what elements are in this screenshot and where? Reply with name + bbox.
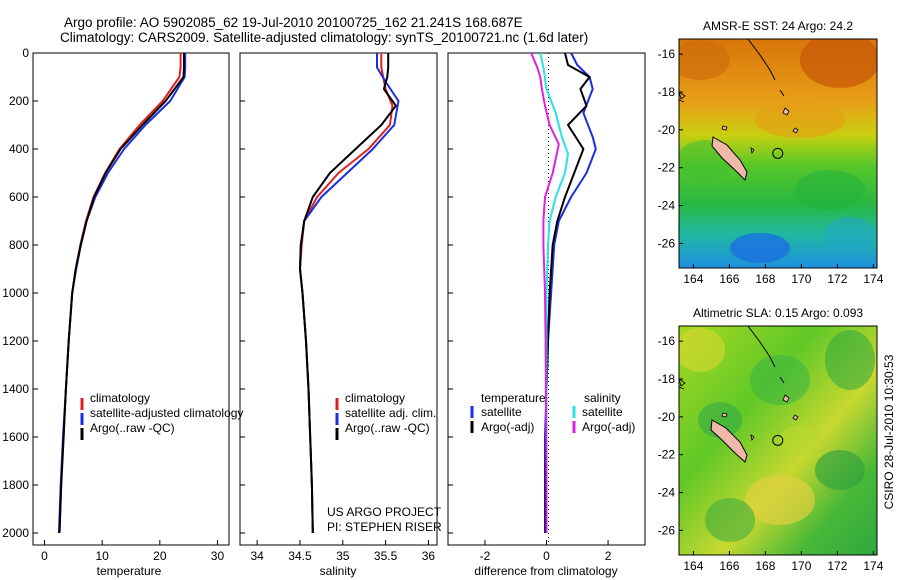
map-y-tick-label: -24 bbox=[658, 486, 676, 500]
sla-map-panel: Altimetric SLA: 0.15 Argo: 0.093 164 166 1… bbox=[658, 306, 884, 573]
legend-label-climatology: climatology bbox=[345, 391, 405, 405]
y-tick-label: 2000 bbox=[2, 526, 29, 540]
x-tick-label: 20 bbox=[153, 549, 167, 563]
salinity-axes-frame bbox=[239, 52, 438, 546]
temperature-panel: 0 10 20 30 0 200 400 600 800 1000 1200 1400 1600 1800… bbox=[2, 46, 243, 578]
header-line-2: Climatology: CARS2009. Satellite-adjuste… bbox=[60, 30, 588, 45]
map-y-tick-label: -26 bbox=[658, 523, 676, 537]
series-line-climatology bbox=[58, 53, 182, 534]
map-x-tick-label: 174 bbox=[863, 559, 883, 573]
difference-xlabel: difference from climatology bbox=[474, 564, 617, 578]
y-tick-label: 1000 bbox=[2, 286, 29, 300]
map-y-tick-label: -22 bbox=[658, 448, 676, 462]
map-x-tick-label: 166 bbox=[719, 272, 739, 286]
series-line-argo-raw-qc bbox=[58, 53, 185, 534]
salinity-legend: climatology satellite adj. clim. Argo(..… bbox=[335, 391, 436, 440]
csiro-timestamp-label: CSIRO 28-Jul-2010 10:30:53 bbox=[882, 354, 896, 509]
series-line-climatology bbox=[299, 53, 394, 534]
y-tick-label: 400 bbox=[9, 142, 29, 156]
sst-field bbox=[679, 39, 877, 268]
x-tick-label: 0 bbox=[41, 549, 48, 563]
sla-map-title: Altimetric SLA: 0.15 Argo: 0.093 bbox=[693, 306, 863, 320]
series-line-temperature-satellite bbox=[544, 52, 597, 533]
sst-coastlines bbox=[678, 38, 799, 181]
temperature-xlabel: temperature bbox=[97, 564, 162, 578]
map-x-tick-label: 164 bbox=[683, 559, 703, 573]
x-tick-label: 0 bbox=[543, 549, 550, 563]
salinity-panel: 34 34.5 35 35.5 36 salinity climatology sate… bbox=[239, 52, 442, 578]
map-y-tick-label: -22 bbox=[658, 161, 676, 175]
map-y-tick-label: -18 bbox=[658, 85, 676, 99]
temperature-axes-frame bbox=[32, 52, 230, 546]
map-y-tick-label: -16 bbox=[658, 334, 676, 348]
legend-label-sal-satellite: satellite bbox=[582, 405, 623, 419]
y-tick-label: 1200 bbox=[2, 334, 29, 348]
salinity-xlabel: salinity bbox=[320, 564, 357, 578]
y-tick-label: 1800 bbox=[2, 478, 29, 492]
map-x-tick-label: 170 bbox=[791, 272, 811, 286]
legend-label-satellite-adjusted: satellite-adjusted climatology bbox=[90, 406, 243, 420]
argo-position-marker bbox=[772, 434, 784, 446]
map-x-tick-label: 166 bbox=[719, 559, 739, 573]
x-tick-label: 34 bbox=[250, 549, 264, 563]
series-line-argo-raw-qc bbox=[299, 53, 397, 534]
map-x-tick-label: 172 bbox=[827, 272, 847, 286]
map-y-tick-label: -26 bbox=[658, 236, 676, 250]
sla-field bbox=[679, 326, 877, 555]
sst-map-title: AMSR-E SST: 24 Argo: 24.2 bbox=[703, 19, 853, 33]
difference-legend: temperature salinity satellite Argo(-adj… bbox=[470, 391, 635, 434]
map-y-tick-label: -16 bbox=[658, 47, 676, 61]
map-y-tick-label: -18 bbox=[658, 372, 676, 386]
x-tick-label: 30 bbox=[211, 549, 225, 563]
argo-position-marker bbox=[772, 147, 784, 159]
map-x-tick-label: 168 bbox=[755, 272, 775, 286]
legend-label-climatology: climatology bbox=[90, 391, 150, 405]
y-tick-label: 800 bbox=[9, 238, 29, 252]
legend-label-temp-argo: Argo(-adj) bbox=[481, 420, 534, 434]
series-line-salinity-argo-adj bbox=[530, 52, 560, 533]
legend-label-satellite-adj: satellite adj. clim. bbox=[345, 406, 436, 420]
x-tick-label: 35 bbox=[336, 549, 350, 563]
legend-label-argo: Argo(..raw -QC) bbox=[345, 421, 430, 435]
legend-label-argo: Argo(..raw -QC) bbox=[90, 421, 175, 435]
y-tick-label: 0 bbox=[22, 46, 29, 60]
series-line-satellite-adj-clim bbox=[299, 53, 400, 534]
y-tick-label: 1600 bbox=[2, 430, 29, 444]
project-annotation: US ARGO PROJECT bbox=[327, 505, 442, 519]
pi-annotation: PI: STEPHEN RISER bbox=[327, 520, 442, 534]
map-y-tick-label: -20 bbox=[658, 123, 676, 137]
legend-header-salinity: salinity bbox=[584, 391, 621, 405]
map-y-tick-label: -24 bbox=[658, 199, 676, 213]
map-x-tick-label: 174 bbox=[863, 272, 883, 286]
series-line-satellite-adjusted-climatology bbox=[57, 53, 187, 534]
y-tick-label: 200 bbox=[9, 94, 29, 108]
map-x-tick-label: 172 bbox=[827, 559, 847, 573]
y-tick-label: 1400 bbox=[2, 382, 29, 396]
sla-map-frame bbox=[678, 325, 878, 556]
x-tick-label: 10 bbox=[95, 549, 109, 563]
header-line-1: Argo profile: AO 5902085_62 19-Jul-2010 … bbox=[64, 15, 523, 30]
temperature-legend: climatology satellite-adjusted climatolo… bbox=[80, 391, 243, 440]
difference-panel: -2 0 2 difference from climatology tempera… bbox=[447, 52, 646, 578]
legend-header-temperature: temperature bbox=[481, 391, 546, 405]
sla-coastlines bbox=[678, 325, 799, 463]
legend-label-sal-argo: Argo(-adj) bbox=[582, 420, 635, 434]
x-tick-label: 34.5 bbox=[288, 549, 312, 563]
legend-label-temp-satellite: satellite bbox=[481, 405, 522, 419]
series-line-temperature-argo-adj bbox=[544, 52, 591, 533]
x-tick-label: 35.5 bbox=[374, 549, 398, 563]
sst-map-frame bbox=[678, 38, 878, 269]
sst-map-panel: AMSR-E SST: 24 Argo: 24.2 164 166 168 170 17… bbox=[658, 19, 884, 286]
x-tick-label: 2 bbox=[605, 549, 612, 563]
x-tick-label: -2 bbox=[480, 549, 491, 563]
x-tick-label: 36 bbox=[422, 549, 436, 563]
y-tick-label: 600 bbox=[9, 190, 29, 204]
map-y-tick-label: -20 bbox=[658, 410, 676, 424]
map-x-tick-label: 168 bbox=[755, 559, 775, 573]
map-x-tick-label: 170 bbox=[791, 559, 811, 573]
map-x-tick-label: 164 bbox=[683, 272, 703, 286]
